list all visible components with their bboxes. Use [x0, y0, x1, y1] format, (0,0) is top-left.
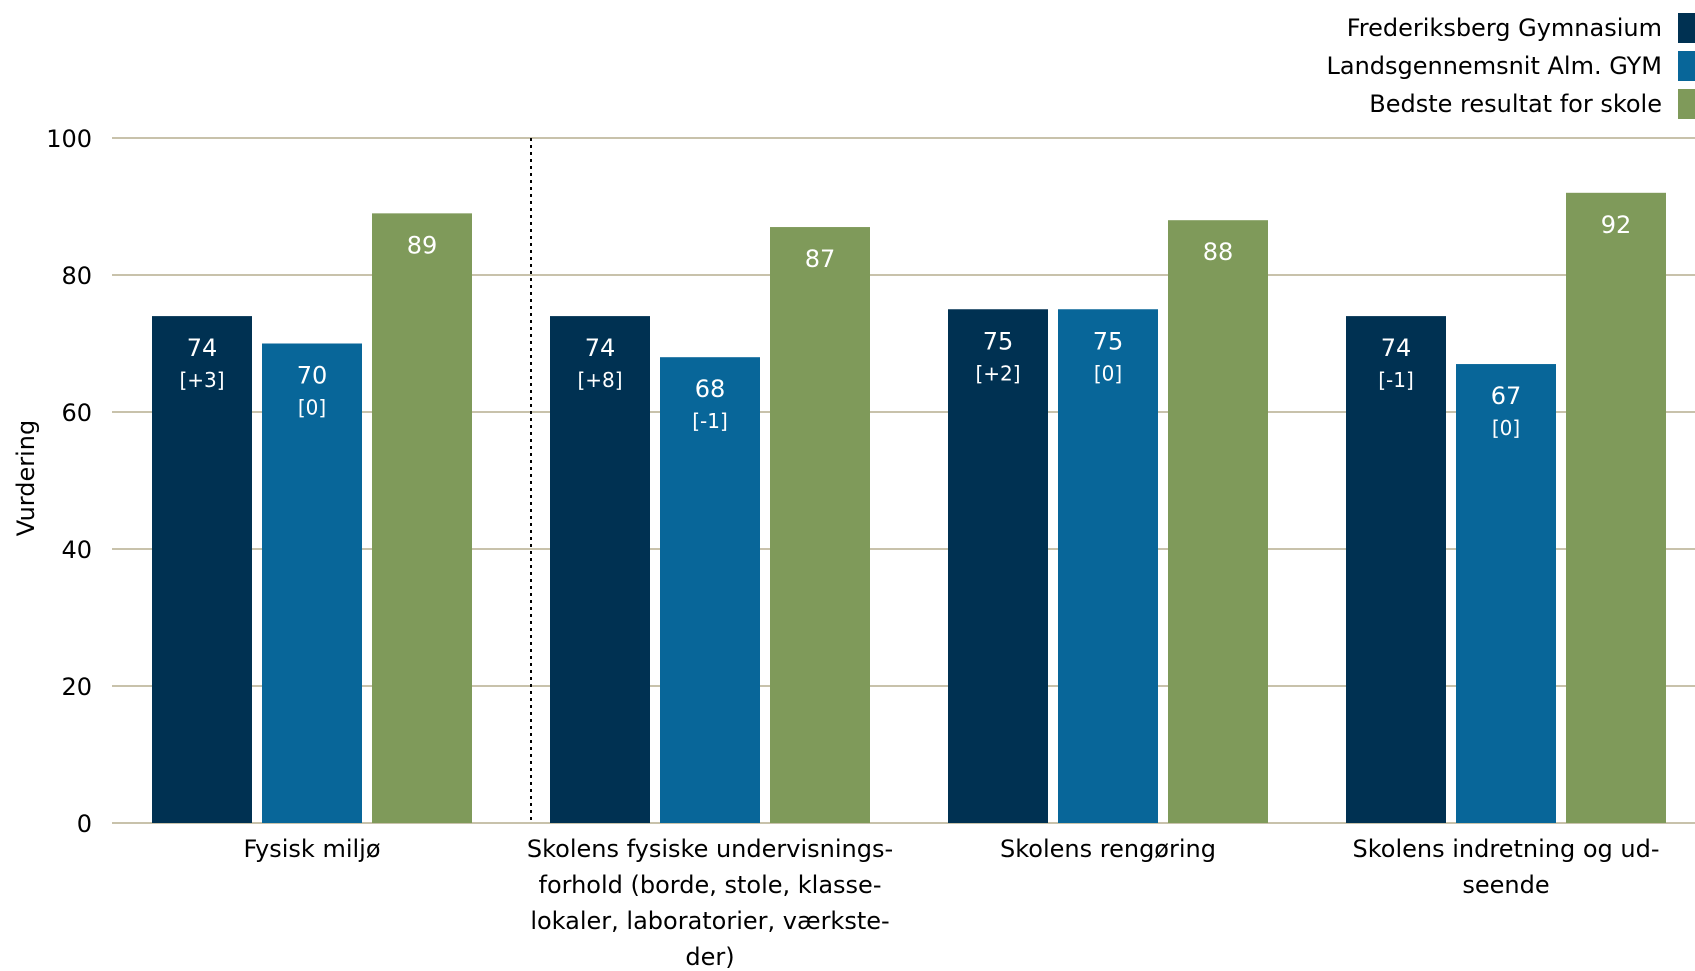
bar-value-label: 74 — [1381, 334, 1412, 362]
category-label: Skolens indretning og ud- — [1353, 835, 1660, 863]
legend-swatch — [1678, 89, 1695, 119]
category-label: lokaler, laboratorier, værkste- — [530, 907, 889, 935]
bar — [1566, 192, 1666, 824]
y-tick-label: 100 — [46, 125, 92, 153]
bars: 74 [+3] 74 [+8] 75 [+2] 74 [-1] 70 [0] 68 [-1] 75 [0]… — [152, 192, 1666, 824]
category-label: Skolens rengøring — [1000, 835, 1216, 863]
bar-change-label: [+2] — [975, 361, 1020, 385]
bar — [948, 309, 1048, 823]
bar — [372, 213, 472, 824]
category-label: forhold (borde, stole, klasse- — [539, 871, 882, 899]
legend-label: Landsgennemsnit Alm. GYM — [1326, 52, 1662, 80]
bar — [1456, 364, 1556, 823]
legend-swatch — [1678, 13, 1695, 43]
y-axis-label: Vurdering — [12, 420, 40, 536]
bar-value-label: 89 — [407, 231, 438, 259]
legend-label: Bedste resultat for skole — [1369, 90, 1662, 118]
bar — [660, 357, 760, 823]
bar-value-label: 75 — [1093, 327, 1124, 355]
category-label: Skolens fysiske undervisnings- — [527, 835, 893, 863]
bar-value-label: 87 — [805, 245, 836, 273]
bar-value-label: 67 — [1491, 382, 1522, 410]
category-label: seende — [1462, 871, 1549, 899]
y-tick-label: 40 — [61, 536, 92, 564]
bar-change-label: [0] — [298, 396, 326, 420]
category-labels: Fysisk miljø Skolens fysiske undervisning… — [243, 835, 1659, 971]
bar-change-label: [-1] — [1378, 368, 1414, 392]
category-label: Fysisk miljø — [243, 835, 380, 863]
bar — [1058, 309, 1158, 823]
bar-value-label: 92 — [1601, 211, 1632, 239]
legend-label: Frederiksberg Gymnasium — [1347, 14, 1662, 42]
bar-change-label: [+8] — [577, 368, 622, 392]
y-tick-label: 60 — [61, 399, 92, 427]
bar-change-label: [0] — [1094, 361, 1122, 385]
bar-change-label: [0] — [1492, 416, 1520, 440]
y-tick-label: 80 — [61, 262, 92, 290]
bar-value-label: 74 — [585, 334, 616, 362]
bar — [262, 343, 362, 823]
bar — [770, 227, 870, 824]
category-label: der) — [685, 943, 734, 971]
bar — [1346, 316, 1446, 823]
bar-value-label: 88 — [1203, 238, 1234, 266]
bar-value-label: 75 — [983, 327, 1014, 355]
y-tick-label: 20 — [61, 673, 92, 701]
bar — [152, 316, 252, 823]
bar-value-label: 74 — [187, 334, 218, 362]
bar-change-label: [+3] — [179, 368, 224, 392]
legend: Frederiksberg Gymnasium Landsgennemsnit A… — [1326, 13, 1695, 119]
bar-change-label: [-1] — [692, 409, 728, 433]
legend-swatch — [1678, 51, 1695, 81]
y-tick-label: 0 — [77, 810, 92, 838]
y-axis-ticks: 0 20 40 60 80 100 — [46, 125, 92, 838]
bar-value-label: 68 — [695, 375, 726, 403]
bar — [550, 316, 650, 823]
bar — [1168, 220, 1268, 823]
bar-value-label: 70 — [297, 362, 328, 390]
